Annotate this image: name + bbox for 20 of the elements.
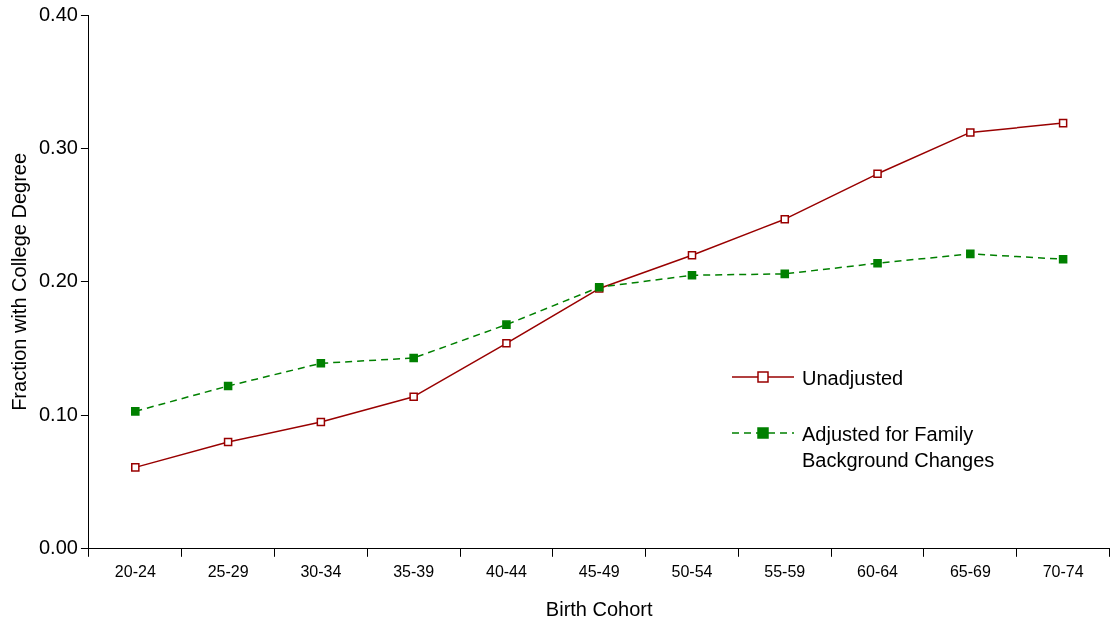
y-tick-label: 0.20 [38, 269, 78, 292]
x-tick-label: 45-49 [578, 562, 620, 580]
y-tick-label: 0.00 [38, 536, 78, 559]
legend-label: Adjusted for Family Background Changes [802, 422, 996, 473]
x-tick-label: 70-74 [1042, 562, 1084, 580]
y-tick-label: 0.10 [38, 402, 78, 425]
x-tick-label: 65-69 [949, 562, 991, 580]
x-tick-label: 50-54 [671, 562, 713, 580]
y-tick-label: 0.40 [38, 2, 78, 25]
x-tick-label: 60-64 [857, 562, 899, 580]
y-axis-title: Fraction with College Degree [7, 152, 30, 411]
x-tick-label: 20-24 [114, 562, 156, 580]
legend-label: Unadjusted [802, 366, 905, 391]
x-tick-label: 55-59 [764, 562, 806, 580]
x-tick-label: 30-34 [300, 562, 342, 580]
x-tick-label: 25-29 [207, 562, 249, 580]
y-tick-label: 0.30 [38, 135, 78, 158]
x-tick-label: 35-39 [393, 562, 435, 580]
x-axis-title: Birth Cohort [545, 597, 654, 620]
x-tick-label: 40-44 [485, 562, 527, 580]
